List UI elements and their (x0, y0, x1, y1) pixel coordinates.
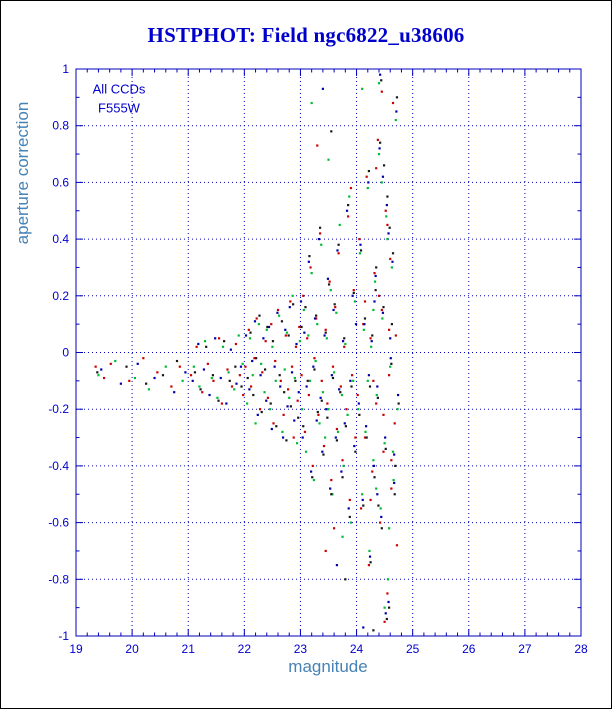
svg-text:22: 22 (238, 642, 252, 656)
chart-title: HSTPHOT: Field ngc6822_u38606 (147, 23, 465, 47)
svg-text:0.6: 0.6 (52, 175, 69, 189)
svg-text:1: 1 (62, 62, 69, 76)
svg-text:28: 28 (574, 642, 588, 656)
svg-text:23: 23 (294, 642, 308, 656)
svg-text:24: 24 (350, 642, 364, 656)
svg-text:-1: -1 (58, 629, 69, 643)
svg-text:26: 26 (462, 642, 476, 656)
svg-text:21: 21 (182, 642, 196, 656)
y-axis-label: aperture correction (13, 101, 32, 245)
svg-text:-0.2: -0.2 (48, 402, 69, 416)
svg-text:27: 27 (518, 642, 532, 656)
svg-text:0.2: 0.2 (52, 289, 69, 303)
svg-text:-0.6: -0.6 (48, 516, 69, 530)
svg-text:25: 25 (406, 642, 420, 656)
legend-filter-f555w: F555W (98, 100, 140, 116)
svg-text:0.8: 0.8 (52, 119, 69, 133)
svg-text:0: 0 (62, 346, 69, 360)
svg-text:0.4: 0.4 (52, 232, 69, 246)
svg-text:19: 19 (69, 642, 83, 656)
x-axis-label: magnitude (288, 657, 368, 676)
svg-text:-0.4: -0.4 (48, 459, 69, 473)
svg-text:20: 20 (125, 642, 139, 656)
svg-text:-0.8: -0.8 (48, 572, 69, 586)
legend-all-ccds: All CCDs (92, 81, 146, 97)
